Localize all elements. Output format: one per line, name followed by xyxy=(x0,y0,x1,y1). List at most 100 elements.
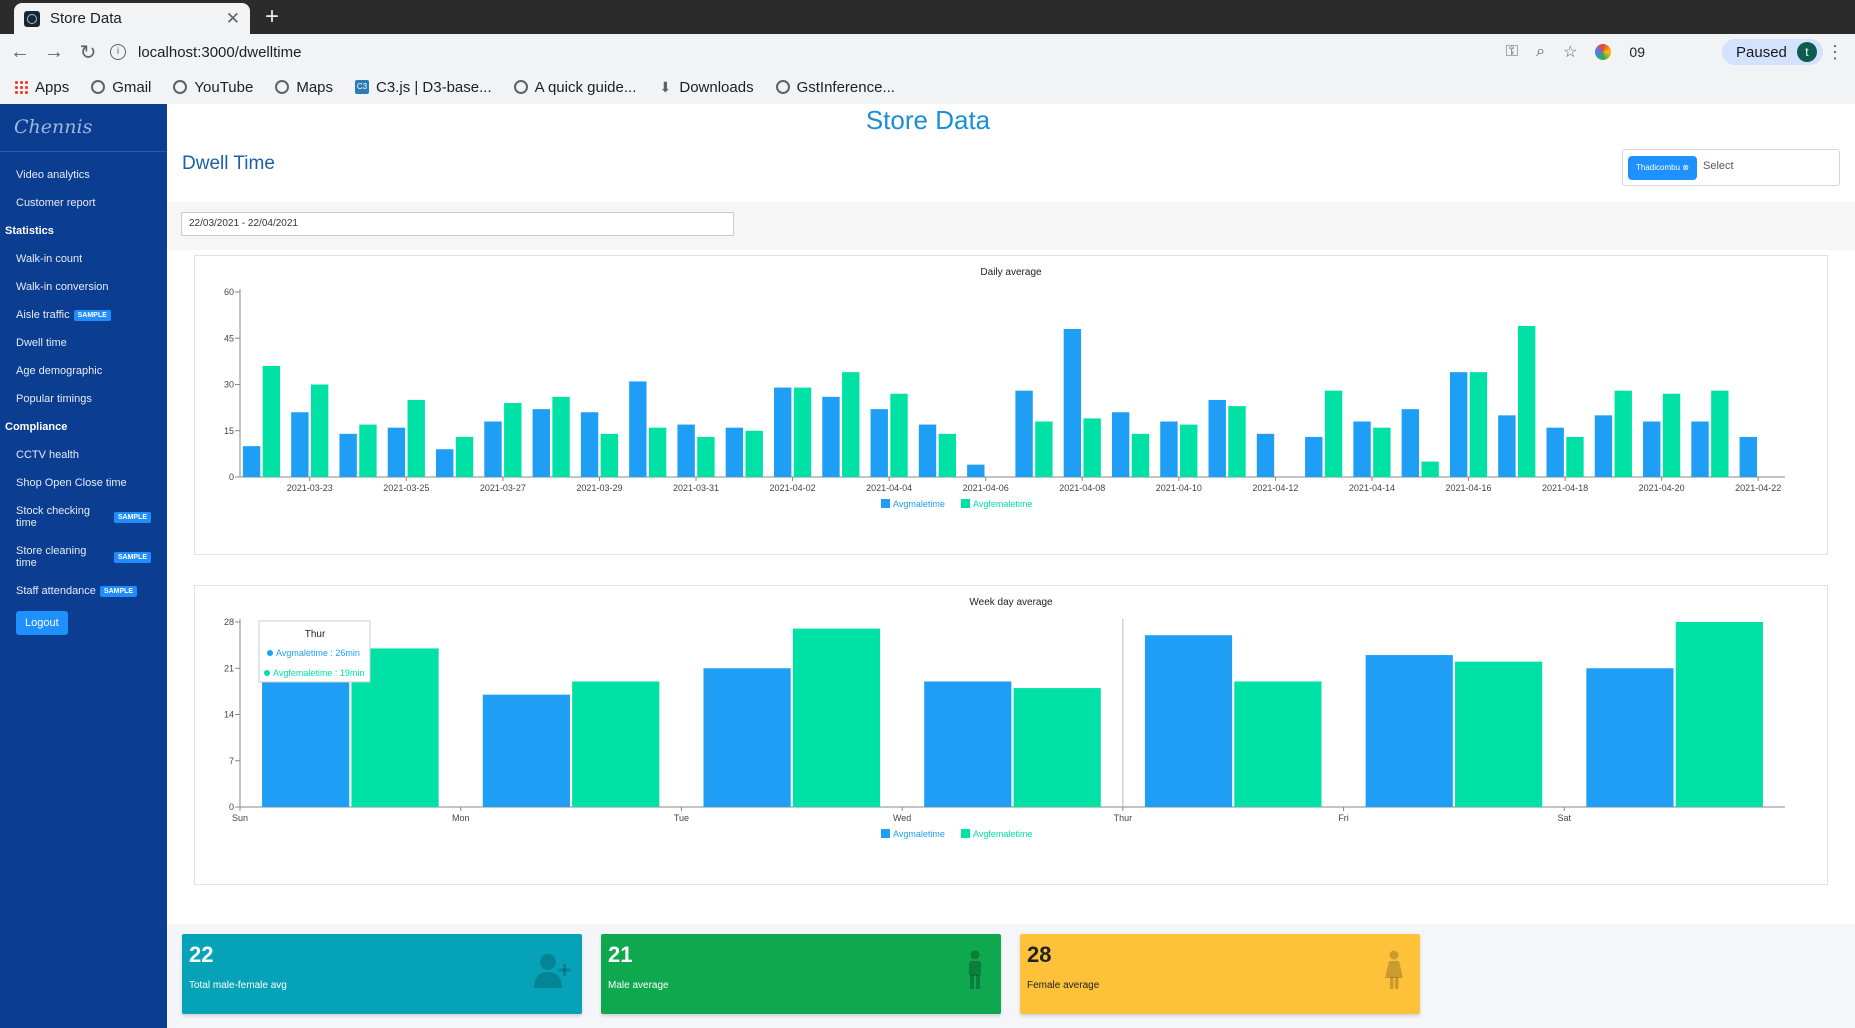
x-tick-label: 2021-04-20 xyxy=(1639,483,1685,493)
bookmark-label: Maps xyxy=(296,78,334,96)
y-tick-label: 0 xyxy=(229,802,234,812)
bookmark-youtube[interactable]: YouTube xyxy=(173,79,253,96)
bar-male-2021-04-15 xyxy=(1401,409,1420,477)
x-tick-label: 2021-03-27 xyxy=(480,483,526,493)
sidebar-item-popular-timings[interactable]: Popular timings xyxy=(0,385,167,413)
address-bar[interactable]: i localhost:3000/dwelltime ⚿ ⌕ ☆ 09 xyxy=(110,38,1645,66)
date-range-input[interactable]: 22/03/2021 - 22/04/2021 xyxy=(181,212,734,236)
x-tick-label: Wed xyxy=(893,813,911,823)
x-tick-label: 2021-04-10 xyxy=(1156,483,1202,493)
sidebar-item-customer-report[interactable]: Customer report xyxy=(0,189,167,217)
sidebar-section-compliance: Compliance xyxy=(5,421,68,433)
globe-icon xyxy=(775,80,790,94)
bookmark-gstinference[interactable]: GstInference... xyxy=(775,78,895,96)
sample-badge: SAMPLE xyxy=(113,511,151,523)
sidebar-item-walk-in-count[interactable]: Walk-in count xyxy=(0,245,167,273)
page-title: Dwell Time xyxy=(182,153,275,174)
bar-male-2021-04-03 xyxy=(822,396,840,477)
x-tick-label: 2021-03-25 xyxy=(383,483,429,493)
bookmark-quick-guide[interactable]: A quick guide... xyxy=(513,79,636,96)
x-tick-label: Sat xyxy=(1558,813,1572,823)
extension-badge[interactable]: 09 xyxy=(1629,44,1645,60)
stat-value: 21 xyxy=(608,942,633,967)
bar-male-2021-04-22 xyxy=(1739,436,1757,477)
bar-male-2021-03-24 xyxy=(339,433,357,477)
apps-grid-icon xyxy=(14,80,28,94)
globe-icon xyxy=(275,80,290,94)
select-placeholder: Select xyxy=(1703,160,1734,172)
bar-male-2021-04-08 xyxy=(1063,329,1082,477)
store-chip[interactable]: Thadicombu ⊗ xyxy=(1628,156,1697,180)
brand-logo[interactable]: Chennis xyxy=(0,104,167,152)
logo-text: Chennis xyxy=(14,116,93,138)
bookmarks-bar: Apps Gmail YouTube Maps C3 C3.js | D3-bas… xyxy=(0,70,1855,104)
bookmark-maps[interactable]: Maps xyxy=(275,79,333,96)
bar-male-2021-04-01 xyxy=(725,427,744,477)
site-info-icon[interactable]: i xyxy=(110,44,126,60)
tab-title: Store Data xyxy=(50,10,122,27)
bar-female-Mon xyxy=(572,681,660,807)
browser-toolbar: ← → ↻ i localhost:3000/dwelltime ⚿ ⌕ ☆ 0… xyxy=(0,34,1855,70)
sidebar-item-dwell-time[interactable]: Dwell time xyxy=(0,329,167,357)
bar-male-2021-04-13 xyxy=(1305,436,1323,477)
logout-button[interactable]: Logout xyxy=(16,611,68,635)
browser-menu-icon[interactable]: ⋮ xyxy=(1826,42,1844,62)
reload-icon[interactable]: ↻ xyxy=(79,41,97,64)
sidebar-item-stock-checking[interactable]: Stock checking time SAMPLE xyxy=(0,497,167,537)
bookmark-label: GstInference... xyxy=(796,78,895,96)
bar-female-2021-04-08 xyxy=(1083,418,1101,477)
browser-tab-bar: Store Data ✕ + xyxy=(0,0,1855,34)
browser-tab[interactable]: Store Data ✕ xyxy=(14,3,250,34)
legend-label-male: Avgmaletime xyxy=(893,829,945,839)
bar-male-2021-03-29 xyxy=(580,412,599,477)
bar-male-Sun xyxy=(262,681,350,807)
key-icon[interactable]: ⚿ xyxy=(1505,43,1519,60)
y-tick-label: 30 xyxy=(224,380,234,390)
bookmark-c3js[interactable]: C3 C3.js | D3-base... xyxy=(355,79,492,96)
sidebar-item-staff-attendance[interactable]: Staff attendance SAMPLE xyxy=(0,577,167,605)
bar-female-2021-04-01 xyxy=(745,430,763,477)
y-tick-label: 15 xyxy=(224,426,234,436)
weekday-average-chart: Week day average 0 7 14 21 28 Sun Mon Tue Wed Thur… xyxy=(194,585,1828,885)
sidebar-item-cctv-health[interactable]: CCTV health xyxy=(0,441,167,469)
bookmark-gmail[interactable]: Gmail xyxy=(91,79,151,96)
tooltip-dot-male xyxy=(267,650,273,656)
tab-close-icon[interactable]: ✕ xyxy=(225,8,240,28)
bookmark-downloads[interactable]: ⬇ Downloads xyxy=(658,79,753,96)
bar-female-2021-04-20 xyxy=(1662,393,1681,477)
sidebar-item-age-demographic[interactable]: Age demographic xyxy=(0,357,167,385)
y-tick-label: 45 xyxy=(224,333,234,343)
sidebar-item-aisle-traffic[interactable]: Aisle traffic SAMPLE xyxy=(0,301,167,329)
zoom-icon[interactable]: ⌕ xyxy=(1536,43,1546,60)
bar-female-2021-03-29 xyxy=(600,433,619,477)
bar-male-2021-04-02 xyxy=(773,387,792,477)
daily-average-svg: Daily average 0 15 30 45 60 2021-03-23 2021-03-… xyxy=(224,267,1785,509)
male-icon xyxy=(969,950,981,989)
sidebar: Chennis Video analytics Customer report … xyxy=(0,104,167,1028)
sidebar-item-store-cleaning[interactable]: Store cleaning time SAMPLE xyxy=(0,537,167,577)
sidebar-item-label: Staff attendance xyxy=(16,585,96,597)
bookmark-star-icon[interactable]: ☆ xyxy=(1563,44,1578,61)
tooltip-dot-female xyxy=(264,670,270,676)
x-tick-label: 2021-04-08 xyxy=(1059,483,1105,493)
bar-male-2021-04-04 xyxy=(870,409,888,477)
bar-male-2021-04-20 xyxy=(1643,421,1661,477)
y-tick-label: 28 xyxy=(224,617,234,627)
back-icon[interactable]: ← xyxy=(10,40,30,63)
sidebar-item-walk-in-conversion[interactable]: Walk-in conversion xyxy=(0,273,167,301)
forward-icon[interactable]: → xyxy=(44,40,64,63)
store-select[interactable]: Thadicombu ⊗ Select xyxy=(1622,149,1840,186)
new-tab-icon[interactable]: + xyxy=(265,3,280,30)
globe-icon xyxy=(173,80,188,94)
bar-male-Fri xyxy=(1365,655,1453,807)
bar-male-Wed xyxy=(924,681,1012,807)
chart-tooltip: Thur Avgmaletime : 26min Avgfemaletime : 1… xyxy=(258,620,371,683)
extension-icon[interactable] xyxy=(1595,44,1612,60)
profile-paused-button[interactable]: Paused t xyxy=(1722,39,1823,65)
sidebar-item-video-analytics[interactable]: Video analytics xyxy=(0,161,167,189)
bar-male-2021-04-09 xyxy=(1111,412,1130,477)
x-tick-label: 2021-04-16 xyxy=(1445,483,1491,493)
stat-value: 22 xyxy=(189,942,214,967)
bookmark-apps[interactable]: Apps xyxy=(14,79,69,96)
sidebar-item-shop-open-close[interactable]: Shop Open Close time xyxy=(0,469,167,497)
